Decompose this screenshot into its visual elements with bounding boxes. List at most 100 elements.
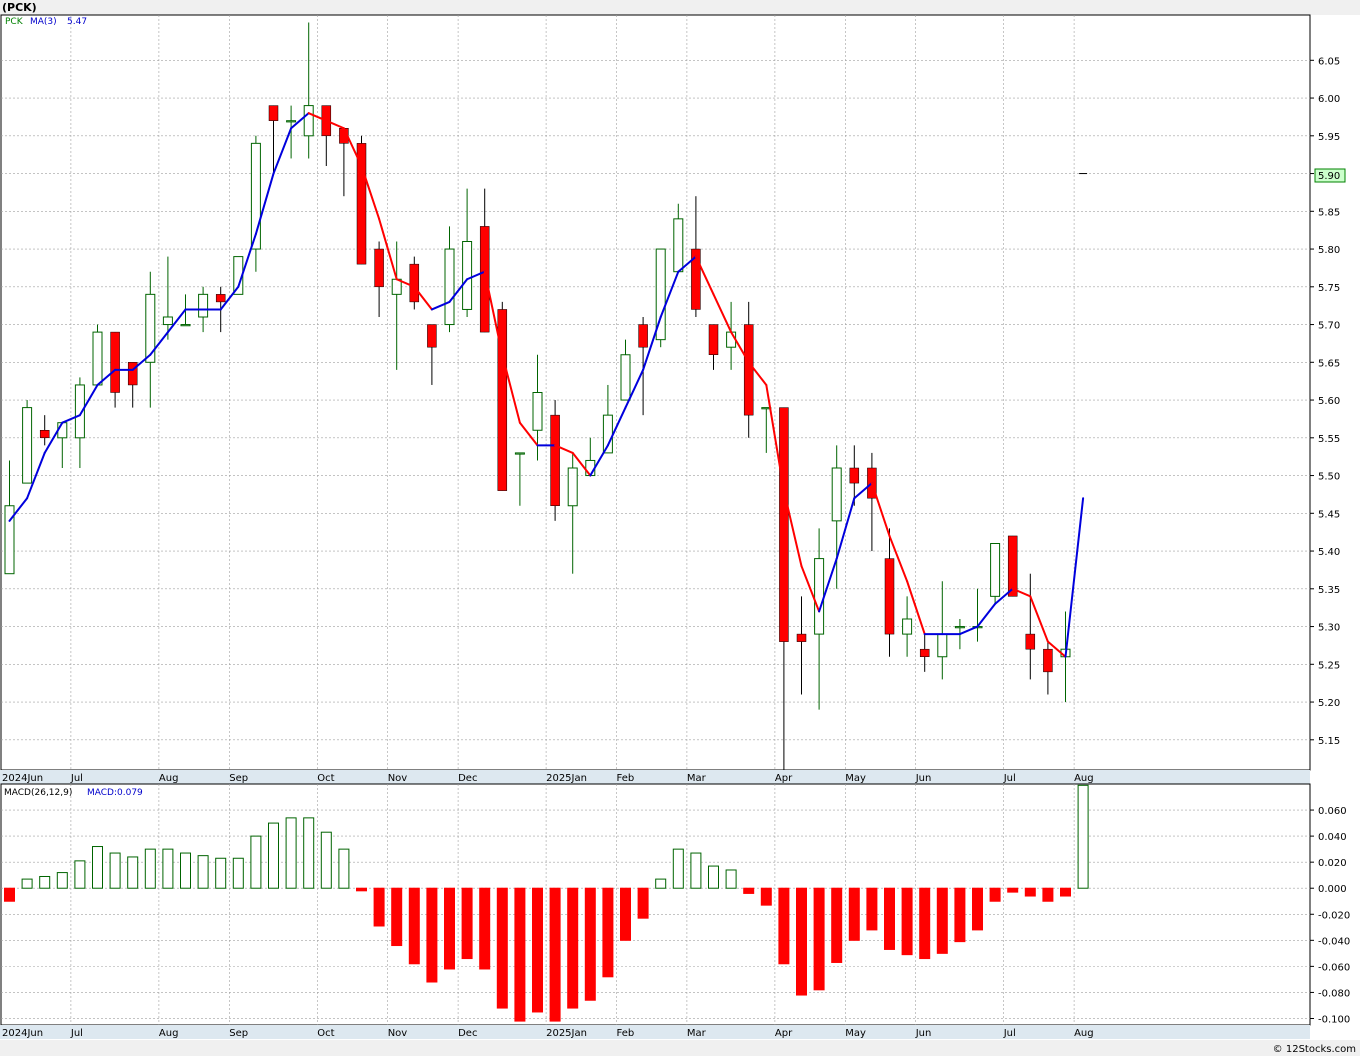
ma-segment — [325, 119, 345, 130]
macd-bar — [232, 857, 244, 889]
candle-body — [691, 248, 701, 310]
macd-bar — [320, 831, 332, 889]
macd-bar — [989, 887, 1001, 902]
macd-y-tick-label: 0.020 — [1318, 858, 1347, 869]
candle-body — [673, 218, 684, 273]
macd-bar — [725, 869, 737, 889]
macd-x-tick-label: Jun — [915, 1028, 932, 1039]
ma-segment — [571, 451, 592, 477]
macd-bar — [760, 887, 772, 906]
price-y-tick-label: 5.20 — [1318, 698, 1340, 709]
ma-segment — [606, 406, 627, 447]
candle-body — [250, 142, 261, 250]
candle-body — [884, 558, 895, 635]
price-y-tick-label: 5.85 — [1318, 207, 1340, 218]
macd-bar — [162, 848, 174, 889]
price-y-tick-label: 5.25 — [1318, 660, 1340, 671]
ma-segment — [994, 587, 1014, 605]
candle-body — [919, 648, 930, 658]
macd-x-tick-label: May — [845, 1028, 866, 1039]
ma-segment — [26, 451, 46, 500]
ma-segment — [554, 444, 574, 454]
ma-segment — [131, 353, 152, 371]
candle-body — [356, 143, 367, 265]
candle-body — [409, 263, 420, 303]
macd-bar — [602, 887, 614, 978]
price-x-axis: 2024Jun Jul Aug Sep Oct Nov Dec 2025Jan Feb Mar Ap… — [2, 773, 1094, 784]
price-y-tick-label: 5.60 — [1318, 396, 1340, 407]
macd-bar — [496, 887, 508, 1009]
macd-bar — [92, 846, 103, 889]
macd-bar — [796, 887, 807, 996]
macd-x-tick-label: Jul — [1003, 1028, 1016, 1039]
ma-segment — [61, 414, 81, 424]
macd-x-tick-label: Mar — [687, 1028, 707, 1039]
ma-segment — [659, 270, 680, 318]
candle-body — [74, 384, 85, 439]
price-x-tick-label: Oct — [317, 773, 334, 784]
macd-bar — [954, 887, 966, 943]
macd-bar — [303, 817, 315, 889]
current-price-tag — [1314, 168, 1346, 183]
price-y-tick-label: 5.50 — [1318, 472, 1340, 483]
macd-bar — [39, 875, 51, 889]
candle-body — [514, 452, 525, 455]
ma-segment — [800, 565, 821, 613]
macd-bar — [584, 887, 596, 1001]
candle-body — [1043, 648, 1053, 673]
candle-body — [831, 467, 842, 522]
price-x-tick-label: Aug — [1074, 773, 1094, 784]
macd-bar — [373, 887, 385, 927]
ma-segment — [1029, 595, 1049, 643]
macd-bar — [338, 848, 350, 889]
ma-segment — [149, 331, 169, 356]
ma-segment — [290, 112, 310, 130]
price-y-tick-label: 5.15 — [1318, 736, 1340, 747]
legend-ma-label: MA(3) — [30, 17, 57, 27]
price-x-tick-label: Aug — [159, 773, 179, 784]
macd-bar — [74, 860, 86, 889]
candle-body — [110, 331, 120, 393]
footer-bar — [0, 1040, 1360, 1056]
ma-segment — [413, 285, 433, 311]
title-bar — [0, 0, 1360, 15]
macd-x-tick-label: Jul — [70, 1028, 83, 1039]
macd-bar — [479, 887, 491, 970]
macd-bar — [1042, 887, 1054, 902]
macd-bar — [532, 887, 543, 1013]
macd-x-tick-label: Oct — [317, 1028, 334, 1039]
macd-bar — [426, 887, 438, 983]
price-y-tick-label: 6.05 — [1318, 56, 1340, 67]
ma-segment — [853, 482, 873, 500]
legend-symbol: PCK — [5, 17, 24, 27]
candle-body — [567, 467, 578, 507]
candle-body — [286, 120, 297, 123]
ma-segment — [642, 316, 662, 371]
candle-body — [1025, 633, 1036, 650]
ma-segment — [43, 421, 64, 454]
macd-bar — [1077, 784, 1089, 889]
price-x-tick-label: Jul — [70, 773, 83, 784]
candle-body — [849, 467, 860, 484]
candle-body — [814, 558, 825, 635]
candle-body — [127, 362, 138, 386]
ma-segment — [360, 165, 381, 220]
ma-segment — [219, 285, 240, 311]
price-y-tick-label: 5.45 — [1318, 509, 1340, 520]
ma-segment — [782, 489, 803, 568]
ma-segment — [888, 534, 909, 583]
ma-segment — [835, 497, 856, 560]
ma-segment — [1011, 587, 1032, 598]
price-x-tick-label: Dec — [458, 773, 477, 784]
candle-body — [215, 294, 226, 303]
copyright: © 12Stocks.com — [1273, 1044, 1356, 1055]
ma-segment — [976, 602, 997, 628]
candle-body — [954, 626, 965, 629]
macd-x-tick-label: 2024Jun — [2, 1028, 43, 1039]
candle-body — [937, 633, 948, 658]
macd-bar — [549, 887, 561, 1022]
ma-segment — [254, 172, 275, 235]
chart-title: (PCK) — [2, 1, 37, 14]
current-price-label: 5.90 — [1318, 171, 1340, 182]
